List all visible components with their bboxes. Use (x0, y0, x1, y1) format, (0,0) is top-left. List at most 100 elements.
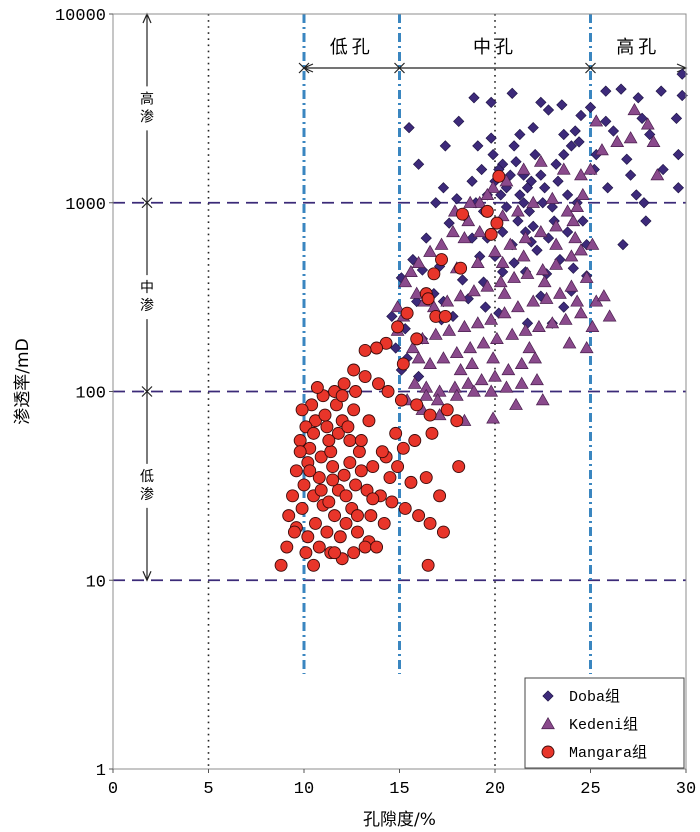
data-point (430, 393, 445, 406)
data-point (596, 289, 611, 302)
data-point (467, 384, 481, 397)
data-point (326, 460, 340, 474)
data-point (322, 434, 336, 447)
data-point (443, 217, 455, 229)
data-point (535, 169, 547, 181)
data-point (585, 237, 600, 250)
data-point (447, 380, 462, 393)
data-point (566, 214, 581, 227)
data-point (299, 546, 313, 560)
data-point (558, 301, 570, 313)
data-point (507, 270, 522, 283)
data-point (390, 342, 402, 354)
data-point (375, 445, 389, 459)
data-point (537, 275, 552, 288)
data-point (575, 187, 590, 201)
data-point (466, 175, 478, 187)
data-point (307, 426, 320, 440)
series-circle (274, 169, 506, 572)
y-tick-label: 1 (96, 762, 106, 781)
data-point (394, 393, 408, 407)
legend-marker (542, 690, 554, 702)
data-point (412, 370, 425, 383)
data-point (310, 381, 324, 394)
y-tick-label: 10 (86, 573, 106, 592)
data-point (499, 380, 514, 393)
data-point (343, 434, 357, 447)
data-point (602, 309, 617, 322)
data-points (274, 68, 688, 572)
data-point (501, 362, 516, 376)
data-point (339, 516, 353, 530)
data-point (492, 169, 506, 183)
data-point (488, 244, 502, 257)
data-point (377, 516, 391, 530)
data-point (503, 237, 518, 250)
data-point (450, 414, 464, 428)
data-point (535, 290, 547, 302)
data-point (655, 85, 667, 97)
data-point (602, 182, 614, 194)
data-point (410, 398, 424, 412)
permeability-class-label: 低渗 (140, 469, 154, 503)
data-point (320, 420, 334, 434)
data-point (579, 270, 594, 283)
x-tick-label: 25 (580, 780, 600, 799)
data-point (349, 478, 363, 492)
data-point (370, 341, 384, 355)
data-point (568, 231, 583, 244)
data-point (343, 456, 357, 470)
data-point (638, 197, 650, 209)
data-point (420, 232, 432, 244)
data-point (351, 525, 364, 539)
data-point (526, 294, 541, 307)
data-point (404, 475, 418, 489)
data-point (362, 414, 376, 428)
porosity-class-label: 低孔 (330, 37, 374, 58)
data-point (423, 516, 437, 530)
reference-lines (113, 14, 686, 769)
data-point (457, 319, 472, 332)
data-point (396, 441, 410, 455)
data-point (470, 255, 485, 268)
data-point (506, 87, 518, 99)
data-point (288, 525, 301, 539)
data-point (479, 301, 492, 313)
data-point (396, 357, 410, 371)
data-point (640, 117, 655, 130)
data-point (523, 205, 536, 218)
data-point (518, 323, 533, 336)
data-point (383, 471, 397, 485)
x-axis-title: 孔隙度/% (363, 810, 436, 830)
data-point (511, 300, 525, 313)
x-tick-label: 30 (676, 780, 696, 799)
data-point (423, 356, 437, 369)
data-point (549, 257, 564, 270)
data-point (474, 373, 489, 386)
data-point (438, 309, 452, 323)
data-point (439, 140, 451, 152)
data-point (537, 197, 549, 209)
data-point (412, 509, 426, 523)
data-point (436, 351, 451, 364)
data-point (391, 460, 405, 474)
data-point (452, 460, 466, 474)
data-point (564, 279, 579, 292)
data-point (347, 546, 361, 560)
data-point (318, 408, 332, 422)
data-point (289, 464, 303, 478)
data-point (398, 502, 412, 515)
data-point (427, 267, 441, 281)
data-point (533, 224, 548, 238)
data-point (351, 509, 364, 523)
data-point (451, 193, 463, 205)
data-point (476, 336, 491, 349)
legend-marker (541, 745, 555, 759)
data-point (297, 478, 311, 492)
data-point (485, 132, 497, 144)
data-point (354, 434, 368, 447)
data-point (341, 420, 355, 434)
data-point (389, 426, 403, 440)
data-point (366, 460, 380, 474)
data-point (528, 351, 543, 364)
